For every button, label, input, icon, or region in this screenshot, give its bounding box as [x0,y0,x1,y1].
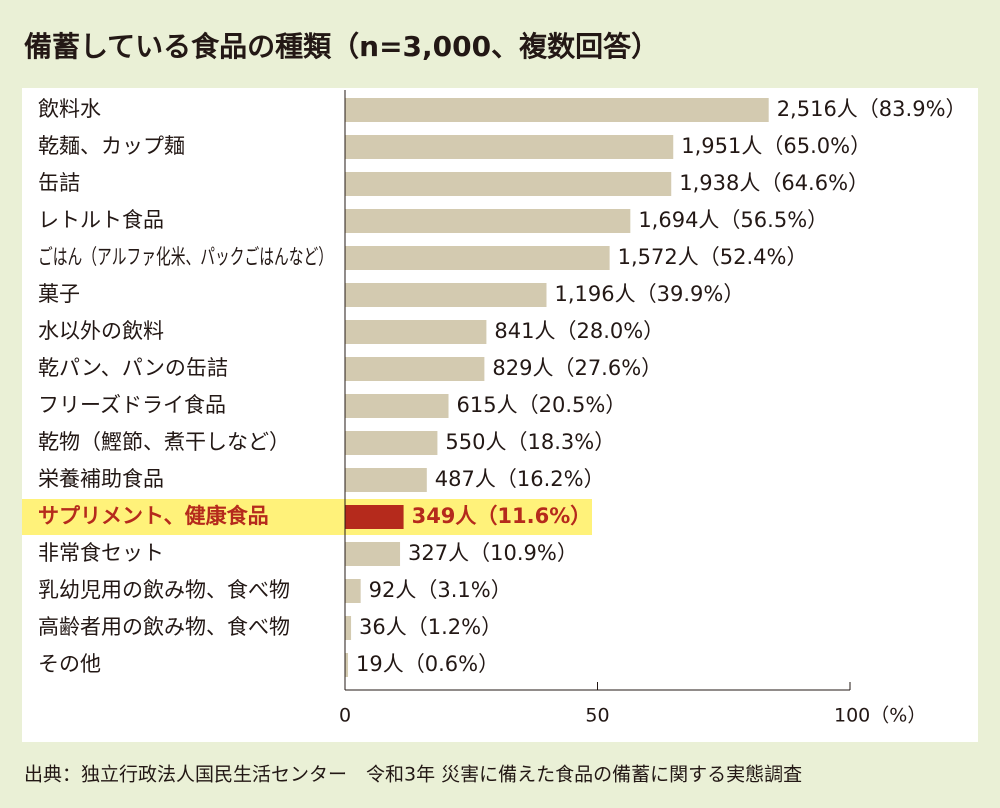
bar [345,505,404,529]
value-label: 1,938人（64.6%） [679,171,869,195]
chart-title: 備蓄している食品の種類（n=3,000、複数回答） [24,30,659,63]
value-label: 327人（10.9%） [408,541,578,565]
x-tick-label: 0 [339,705,351,727]
category-label: ごはん（アルファ化米、パックごはんなど） [38,245,333,269]
value-label: 1,951人（65.0%） [681,134,871,158]
value-label: 1,196人（39.9%） [554,282,744,306]
source: 出典：独立行政法人国民生活センター 令和3年 災害に備えた食品の備蓄に関する実態… [24,764,802,786]
category-label: 高齢者用の飲み物、食べ物 [38,615,290,639]
value-label: 550人（18.3%） [445,430,615,454]
bar [345,209,631,233]
bar [345,320,487,344]
value-label: 841人（28.0%） [494,319,664,343]
bar [345,653,349,677]
bar [345,542,401,566]
value-label: 2,516人（83.9%） [777,97,967,121]
value-label: 349人（11.6%） [412,504,592,528]
category-label: 乾パン、パンの缶詰 [38,356,228,380]
category-label: 菓子 [38,282,80,306]
category-label: 乳幼児用の飲み物、食べ物 [38,578,290,602]
bar [345,172,672,196]
value-label: 615人（20.5%） [457,393,627,417]
value-label: 487人（16.2%） [435,467,605,491]
value-label: 829人（27.6%） [492,356,662,380]
category-label: レトルト食品 [38,208,164,232]
bar [345,135,674,159]
value-label: 1,572人（52.4%） [618,245,808,269]
category-label: 栄養補助食品 [38,467,164,491]
value-label: 92人（3.1%） [369,578,512,602]
bar [345,616,352,640]
bar [345,579,361,603]
bar [345,357,485,381]
bar [345,283,547,307]
category-label: 水以外の飲料 [38,319,164,343]
category-label: 缶詰 [38,171,80,195]
x-tick-label: 50 [585,705,609,727]
category-label: 乾麺、カップ麺 [38,134,185,158]
category-label: 飲料水 [38,97,101,121]
highlight-band [22,499,592,535]
x-tick-label: 100（%） [834,705,926,727]
bar [345,431,438,455]
bar [345,468,427,492]
category-label: その他 [38,652,101,676]
value-label: 1,694人（56.5%） [638,208,828,232]
bar [345,98,769,122]
plot-panel [22,88,978,742]
value-label: 19人（0.6%） [356,652,499,676]
category-label: フリーズドライ食品 [38,393,226,417]
category-label: サプリメント、健康食品 [38,504,269,528]
category-label: 非常食セット [38,541,164,565]
bar [345,246,610,270]
value-label: 36人（1.2%） [359,615,502,639]
category-label: 乾物（鰹節、煮干しなど） [38,430,290,454]
bar [345,394,449,418]
